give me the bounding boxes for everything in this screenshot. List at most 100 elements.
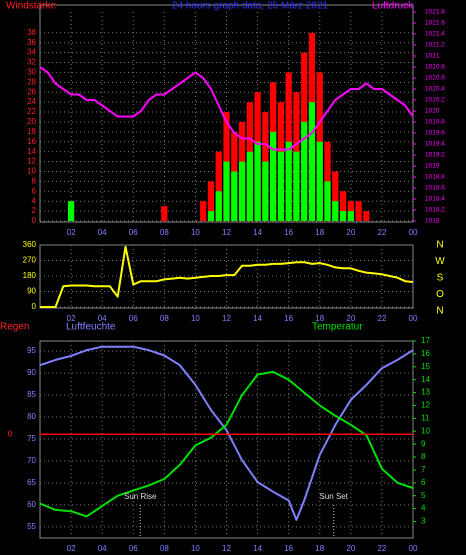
x-tick-label: 12 <box>222 544 231 553</box>
y-tick-label: 36 <box>27 38 36 47</box>
x-tick-label: 08 <box>160 314 169 323</box>
y-tick-label: 28 <box>27 77 36 86</box>
y-tick-label: 6 <box>32 186 37 195</box>
x-tick-label: 20 <box>346 314 355 323</box>
x-tick-label: 04 <box>98 544 107 553</box>
wind-bar <box>347 211 354 221</box>
temperature-axis-title: Temperatur <box>312 322 363 333</box>
wind-bar <box>200 201 207 221</box>
y2-tick-label: 6 <box>421 478 426 487</box>
x-tick-label: 00 <box>409 228 418 237</box>
y-tick-label: 38 <box>27 28 36 37</box>
y2-tick-label: 1021.4 <box>425 31 445 38</box>
humidity-axis-title: Luftfeuchte <box>66 322 116 333</box>
y-tick-label: 4 <box>32 196 37 205</box>
y2-tick-label: 1020.4 <box>425 86 445 93</box>
y-tick-label: 16 <box>27 137 36 146</box>
y-tick-label: 180 <box>23 271 37 280</box>
x-tick-label: 12 <box>222 228 231 237</box>
y-tick-label: 0 <box>32 302 37 311</box>
x-tick-label: 14 <box>253 228 262 237</box>
y-tick-label: 32 <box>27 58 36 67</box>
direction-label: W <box>435 256 445 267</box>
x-tick-label: 20 <box>346 228 355 237</box>
data-line <box>39 370 414 518</box>
wind-bar <box>262 161 269 221</box>
y-tick-label: 12 <box>27 157 36 166</box>
data-line <box>39 66 414 151</box>
wind-bar <box>324 181 331 221</box>
y2-tick-label: 13 <box>421 388 430 397</box>
wind-bar <box>67 201 75 221</box>
y2-tick-label: 1018.4 <box>425 196 445 203</box>
y2-tick-label: 1021.2 <box>425 42 445 49</box>
wind-bar <box>316 141 323 221</box>
y-tick-label: 60 <box>27 500 36 509</box>
wind-bar <box>207 181 215 221</box>
y3-tick-label: 0 <box>8 429 13 438</box>
y-tick-label: 10 <box>27 167 36 176</box>
x-tick-label: 22 <box>377 314 386 323</box>
y2-tick-label: 1021.6 <box>425 20 445 27</box>
wind-bar <box>254 141 261 221</box>
x-tick-label: 22 <box>377 544 386 553</box>
x-tick-label: 02 <box>67 544 76 553</box>
x-tick-label: 06 <box>129 544 138 553</box>
wind-bar <box>207 211 215 221</box>
x-tick-label: 10 <box>191 314 200 323</box>
y-tick-label: 75 <box>27 434 36 443</box>
y2-tick-label: 1020.2 <box>425 97 445 104</box>
y2-tick-label: 12 <box>421 401 430 410</box>
wind-bar <box>270 131 277 221</box>
x-tick-label: 16 <box>284 314 293 323</box>
y2-tick-label: 10 <box>421 426 430 435</box>
y2-tick-label: 1018 <box>425 218 440 225</box>
y-tick-label: 55 <box>27 522 36 531</box>
x-tick-label: 16 <box>284 544 293 553</box>
wind-bar <box>277 151 285 221</box>
x-tick-label: 14 <box>253 544 262 553</box>
y-tick-label: 360 <box>23 240 37 249</box>
x-tick-label: 14 <box>253 314 262 323</box>
data-line <box>39 345 414 521</box>
direction-label: N <box>436 240 443 251</box>
x-tick-label: 18 <box>315 544 324 553</box>
y2-tick-label: 7 <box>421 465 426 474</box>
y2-tick-label: 16 <box>421 349 430 358</box>
wind-bar <box>339 211 347 221</box>
plot-frame <box>39 4 414 223</box>
left-axis-title: Windstärke <box>6 1 56 12</box>
y2-tick-label: 3 <box>421 517 426 526</box>
y2-tick-label: 14 <box>421 375 430 384</box>
y-tick-label: 18 <box>27 127 36 136</box>
y2-tick-label: 1019.2 <box>425 152 445 159</box>
wind-bar <box>223 161 230 221</box>
y-tick-label: 34 <box>27 48 36 57</box>
x-tick-label: 18 <box>315 228 324 237</box>
right-axis-title: Luftdruck <box>372 1 414 12</box>
y-tick-label: 30 <box>27 68 36 77</box>
wind-bar <box>293 151 300 221</box>
x-tick-label: 06 <box>129 314 138 323</box>
annotation: Sun Rise <box>124 492 157 501</box>
wind-bar <box>246 151 253 221</box>
y2-tick-label: 1019.4 <box>425 141 445 148</box>
y-tick-label: 95 <box>27 346 36 355</box>
direction-label: O <box>436 289 444 300</box>
wind-bar <box>215 191 222 221</box>
x-tick-label: 16 <box>284 228 293 237</box>
wind-bar <box>215 151 222 221</box>
x-tick-label: 02 <box>67 314 76 323</box>
y-tick-label: 85 <box>27 390 36 399</box>
y-tick-label: 26 <box>27 87 36 96</box>
wind-bar <box>301 121 308 221</box>
x-tick-label: 20 <box>346 544 355 553</box>
y-tick-label: 0 <box>32 216 37 225</box>
wind-bar <box>355 201 362 221</box>
wind-bar <box>363 211 370 221</box>
wind-bar <box>332 201 339 221</box>
x-tick-label: 10 <box>191 228 200 237</box>
data-line <box>40 245 414 308</box>
y2-tick-label: 1019 <box>425 163 440 170</box>
